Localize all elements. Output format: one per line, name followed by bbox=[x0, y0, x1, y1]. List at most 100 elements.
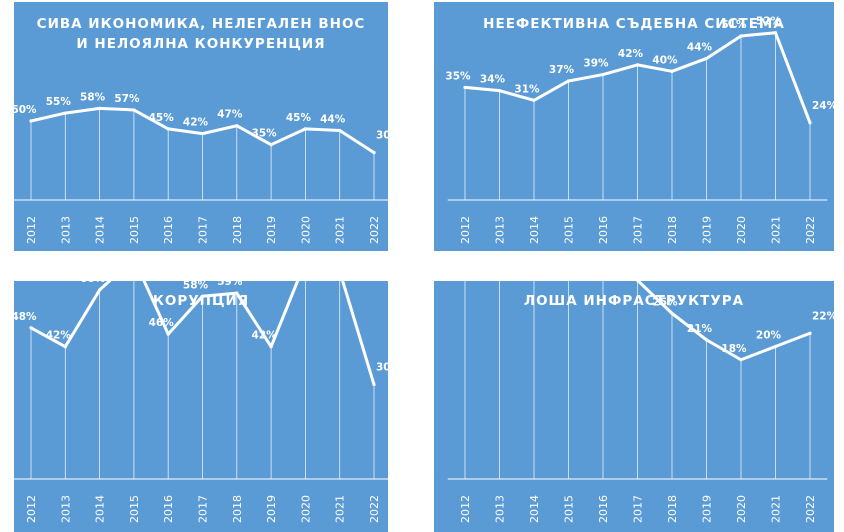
data-label-2021: 52% bbox=[756, 16, 782, 28]
chart-panel-grey-economy: 50% 55% 58% 57% 45% 42% 47% 35% 45% 44% 30% 2012 201… bbox=[14, 2, 388, 251]
x-tick-label-2016: 2016 bbox=[162, 216, 175, 244]
data-label-2015: 37% bbox=[549, 64, 575, 76]
x-tick-label-2013: 2013 bbox=[494, 216, 507, 244]
x-tick-label-2015: 2015 bbox=[128, 495, 141, 523]
data-label-2017: 42% bbox=[618, 48, 644, 60]
x-tick-label-2012: 2012 bbox=[25, 216, 38, 244]
data-label-2017: 42% bbox=[183, 117, 209, 129]
x-tick-label-2019: 2019 bbox=[265, 216, 278, 244]
data-label-2022: 30% bbox=[376, 130, 388, 142]
x-tick-label-2016: 2016 bbox=[597, 495, 610, 523]
x-tick-label-2018: 2018 bbox=[666, 495, 679, 523]
data-point-2016 bbox=[166, 332, 170, 336]
x-tick-label-2013: 2013 bbox=[494, 495, 507, 523]
x-tick-label-2013: 2013 bbox=[59, 216, 72, 244]
data-label-2016: 45% bbox=[149, 112, 175, 124]
data-label-2019: 44% bbox=[687, 41, 713, 53]
chart-title-line-1: СИВА ИКОНОМИКА, НЕЛЕГАЛЕН ВНОС bbox=[36, 16, 366, 32]
data-label-2019: 35% bbox=[252, 128, 278, 140]
data-label-2014: 60% bbox=[80, 281, 106, 285]
data-point-2022 bbox=[808, 331, 812, 335]
data-label-2021: 44% bbox=[320, 113, 346, 125]
data-point-2013 bbox=[497, 89, 502, 93]
x-tick-label-2014: 2014 bbox=[528, 495, 541, 523]
x-tick-label-2020: 2020 bbox=[735, 216, 748, 244]
x-tick-label-2018: 2018 bbox=[666, 216, 679, 244]
chart-title-line-1: КОРУПЦИЯ bbox=[152, 293, 250, 309]
data-label-2013: 34% bbox=[480, 74, 506, 86]
chart-title: НЕЕФЕКТИВНА СЪДЕБНА СИСТЕМА bbox=[434, 14, 834, 34]
data-label-2018: 40% bbox=[652, 54, 678, 66]
x-tick-label-2017: 2017 bbox=[632, 216, 645, 244]
x-tick-label-2015: 2015 bbox=[128, 216, 141, 244]
x-tick-label-2013: 2013 bbox=[59, 495, 72, 523]
x-tick-label-2016: 2016 bbox=[597, 216, 610, 244]
data-point-2013 bbox=[63, 345, 67, 349]
data-point-2016 bbox=[601, 72, 605, 77]
data-point-2022 bbox=[372, 382, 376, 387]
series-line bbox=[635, 281, 812, 362]
x-tick-label-2016: 2016 bbox=[162, 495, 175, 523]
data-label-2018: 25% bbox=[652, 296, 678, 308]
data-point-2014 bbox=[532, 98, 536, 102]
x-tick-label-2019: 2019 bbox=[701, 216, 714, 244]
chart-corruption: 48%42%60%70%46%58%59%42%69%66%30%2012201… bbox=[14, 281, 388, 523]
data-point-2022 bbox=[372, 151, 376, 155]
data-point-2014 bbox=[98, 288, 102, 292]
data-point-2013 bbox=[63, 111, 67, 115]
x-tick-label-2014: 2014 bbox=[528, 216, 541, 244]
x-tick-label-2022: 2022 bbox=[804, 495, 817, 523]
x-tick-label-2021: 2021 bbox=[334, 216, 347, 244]
data-point-2014 bbox=[98, 106, 102, 110]
data-label-2022: 30% bbox=[376, 362, 388, 374]
data-point-2018 bbox=[670, 311, 674, 315]
data-point-2018 bbox=[235, 291, 239, 295]
chart-panel-judicial-system: 35% 34% 31% 37% 39% 42% 40% 44% 51% 52% 24% 2012 201… bbox=[434, 2, 834, 251]
data-point-2018 bbox=[235, 124, 239, 128]
x-tick-label-2021: 2021 bbox=[770, 216, 783, 244]
data-point-2019 bbox=[704, 338, 709, 342]
x-tick-label-2021: 2021 bbox=[770, 495, 783, 523]
x-tick-label-2017: 2017 bbox=[197, 495, 210, 523]
data-point-2017 bbox=[635, 63, 640, 67]
chart-infrastructure: 33%34%36%35%33%30%25%21%18%20%22%2012201… bbox=[447, 281, 834, 523]
x-tick-label-2021: 2021 bbox=[334, 495, 347, 523]
chart-title: СИВА ИКОНОМИКА, НЕЛЕГАЛЕН ВНОС И НЕЛОЯЛН… bbox=[14, 14, 388, 54]
x-tick-label-2018: 2018 bbox=[231, 495, 244, 523]
data-point-2021 bbox=[773, 31, 778, 35]
data-label-2020: 51% bbox=[721, 19, 747, 31]
chart-panel-infrastructure: 33%34%36%35%33%30%25%21%18%20%22%2012201… bbox=[434, 281, 834, 532]
data-point-2019 bbox=[269, 345, 273, 349]
data-point-2020 bbox=[739, 358, 743, 362]
data-label-2022: 24% bbox=[812, 100, 834, 112]
data-point-2019 bbox=[269, 143, 273, 147]
x-tick-label-2014: 2014 bbox=[94, 216, 107, 244]
data-point-2021 bbox=[773, 344, 778, 349]
chart-panel-corruption: 48%42%60%70%46%58%59%42%69%66%30%2012201… bbox=[14, 281, 388, 532]
data-point-2018 bbox=[670, 69, 674, 73]
x-tick-label-2015: 2015 bbox=[563, 495, 576, 523]
x-tick-label-2022: 2022 bbox=[368, 216, 381, 244]
data-label-2017: 58% bbox=[183, 281, 209, 291]
data-point-2012 bbox=[29, 119, 33, 123]
x-tick-label-2017: 2017 bbox=[632, 495, 645, 523]
data-label-2016: 46% bbox=[149, 317, 175, 329]
data-label-2013: 55% bbox=[46, 96, 72, 108]
data-point-2015 bbox=[566, 79, 571, 83]
x-tick-label-2018: 2018 bbox=[231, 216, 244, 244]
data-label-2021: 20% bbox=[756, 330, 782, 342]
chart-title: КОРУПЦИЯ bbox=[14, 291, 388, 311]
data-label-2013: 42% bbox=[46, 330, 72, 342]
data-point-2021 bbox=[338, 128, 342, 133]
data-point-2016 bbox=[166, 127, 170, 131]
chart-title-line-1: НЕЕФЕКТИВНА СЪДЕБНА СИСТЕМА bbox=[483, 16, 785, 32]
data-label-2016: 39% bbox=[583, 58, 609, 70]
data-label-2019: 42% bbox=[252, 330, 278, 342]
data-point-2019 bbox=[704, 56, 709, 61]
data-label-2018: 59% bbox=[217, 281, 243, 288]
data-label-2018: 47% bbox=[217, 109, 243, 121]
x-tick-label-2019: 2019 bbox=[701, 495, 714, 523]
x-tick-label-2012: 2012 bbox=[459, 216, 472, 244]
data-point-2017 bbox=[200, 132, 205, 136]
x-tick-label-2020: 2020 bbox=[299, 495, 312, 523]
